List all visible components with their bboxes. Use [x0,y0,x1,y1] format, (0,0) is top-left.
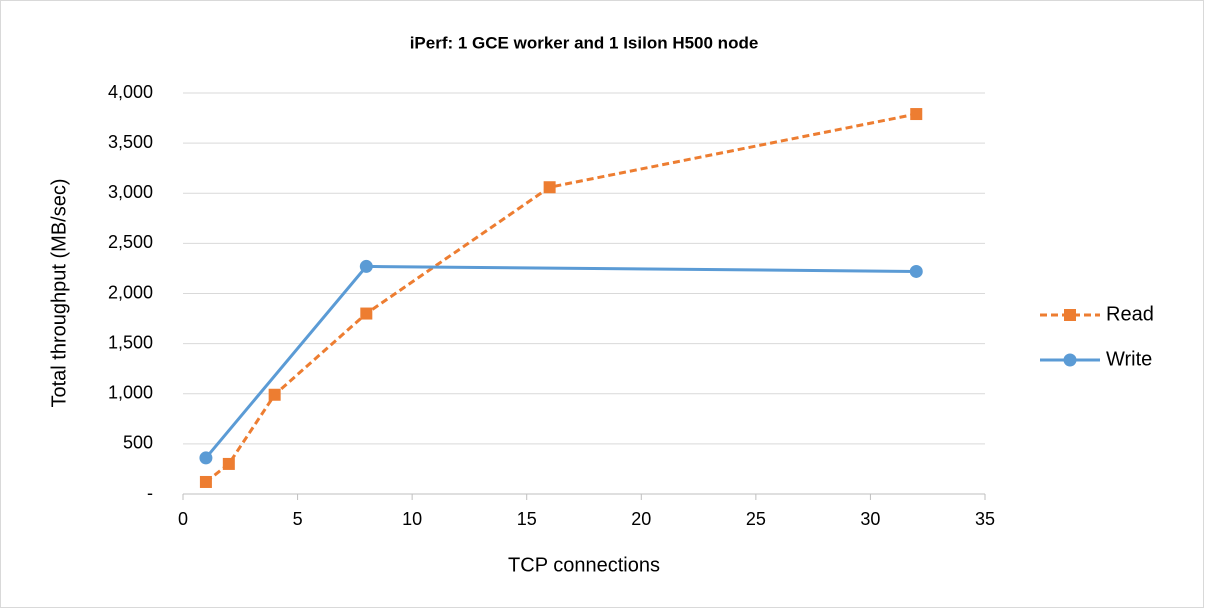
x-tick-label: 25 [746,509,766,529]
data-point [909,264,923,278]
x-tick-label: 15 [517,509,537,529]
x-tick-label: 0 [178,509,188,529]
data-point [543,181,556,194]
data-point [222,457,235,470]
legend-marker [1063,353,1077,367]
data-point [360,307,373,320]
x-tick-label: 30 [860,509,880,529]
x-tick-label: 20 [631,509,651,529]
data-point [268,388,281,401]
x-tick-label: 35 [975,509,995,529]
y-axis-label: Total throughput (MB/sec) [48,179,70,408]
y-tick-label: 4,000 [108,82,153,102]
legend-label: Read [1106,303,1154,325]
data-point [359,259,373,273]
chart-title: iPerf: 1 GCE worker and 1 Isilon H500 no… [410,33,759,52]
y-tick-label: 1,500 [108,332,153,352]
x-tick-label: 5 [293,509,303,529]
y-tick-label: 500 [123,433,153,453]
data-point [199,475,212,488]
y-tick-label: 3,500 [108,132,153,152]
data-point [199,451,213,465]
data-point [910,108,923,121]
x-tick-label: 10 [402,509,422,529]
legend-label: Write [1106,348,1152,370]
y-tick-label: 3,000 [108,182,153,202]
x-axis-label: TCP connections [508,554,660,576]
legend-marker [1064,309,1076,321]
y-tick-label: 2,000 [108,282,153,302]
y-tick-label: 1,000 [108,383,153,403]
y-tick-label: 2,500 [108,232,153,252]
y-tick-label: - [147,483,153,503]
